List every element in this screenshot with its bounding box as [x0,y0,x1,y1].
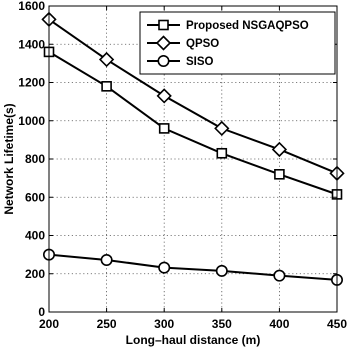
grid [49,6,337,312]
data-point [274,169,285,180]
y-tick-label: 1600 [18,0,45,13]
y-axis-title: Network Lifetime(s) [2,103,16,214]
legend: Proposed NSGAQPSO QPSO SISO [139,11,336,75]
legend-marker [155,35,172,51]
series-line [48,253,338,281]
data-point [271,141,288,158]
data-point [156,88,172,104]
y-tick-label: 1000 [18,114,45,128]
series-layer [41,11,345,286]
data-point [100,253,113,266]
x-tick-label: 450 [327,317,347,331]
y-tick-label: 800 [25,152,45,166]
data-point [158,123,170,134]
data-point [158,261,171,274]
x-tick-label: 300 [154,317,174,331]
data-point [215,264,228,277]
series-line [48,18,338,175]
y-tick-label: 1200 [18,76,45,90]
legend-marker [157,54,170,67]
series-circle [42,248,343,286]
y-tick-label: 200 [25,267,45,281]
x-tick-label: 250 [97,317,117,331]
y-tick-label: 400 [25,229,45,243]
x-axis-title: Long–haul distance (m) [126,333,261,347]
legend-label: QPSO [186,38,219,50]
legend-label: Proposed NSGAQPSO [186,20,309,32]
y-tick-label: 600 [25,190,45,204]
data-point [98,51,115,68]
x-tick-label: 400 [269,317,289,331]
data-point [101,81,112,92]
ticks: 200 250 300 350 400 4500200400600800100012001… [18,0,347,331]
data-point [214,120,230,137]
y-tick-label: 1400 [18,37,45,51]
series-line [48,51,338,196]
x-tick-label: 200 [39,317,59,331]
legend-marker [158,19,169,31]
x-tick-label: 350 [212,317,232,331]
data-point [216,147,228,159]
legend-label: SISO [186,56,214,68]
y-tick-label: 0 [38,305,45,319]
series-diamond [41,11,345,181]
data-point [273,269,286,282]
